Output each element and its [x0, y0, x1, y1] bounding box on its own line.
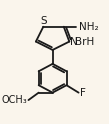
Text: N: N — [70, 37, 78, 47]
Text: BrH: BrH — [75, 37, 94, 47]
Text: S: S — [40, 16, 47, 26]
Text: OCH₃: OCH₃ — [2, 95, 28, 105]
Text: F: F — [80, 88, 85, 98]
Text: NH₂: NH₂ — [79, 22, 98, 32]
